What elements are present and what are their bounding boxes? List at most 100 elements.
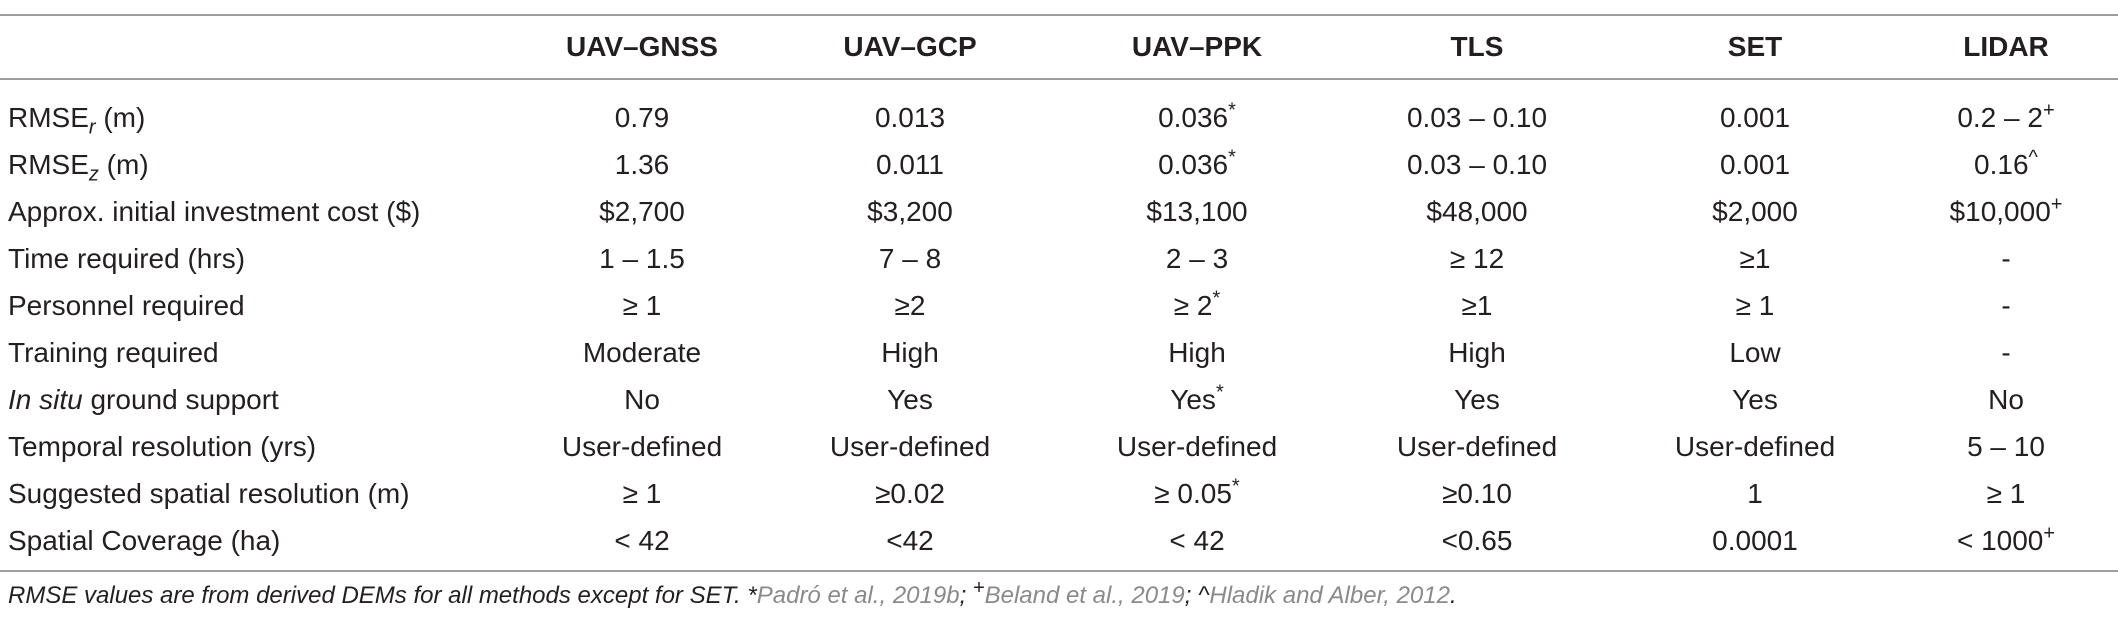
row-label-text: Personnel required	[8, 289, 245, 321]
cell-footnote-mark: +	[2043, 522, 2056, 545]
cell-value: High	[1448, 336, 1506, 368]
header-cell-uav-gcp: UAV–GCP	[764, 14, 1056, 80]
cell-value: ≥ 1	[622, 477, 662, 509]
table-cell: ≥1	[1338, 282, 1616, 329]
cell-value: 0.036	[1158, 101, 1229, 133]
cell-value: $2,700	[599, 195, 685, 227]
table-cell: ≥ 1	[520, 470, 764, 517]
table-cell: < 42	[1056, 517, 1338, 572]
row-label-suffix: ground support	[82, 383, 279, 415]
table-cell: User-defined	[764, 423, 1056, 470]
table-cell: 0.03 – 0.10	[1338, 141, 1616, 188]
table-cell: User-defined	[1616, 423, 1894, 470]
cell-value: 0.011	[876, 148, 944, 180]
footnote-end: .	[1449, 582, 1457, 609]
table-row: In situ ground support No Yes Yes* Yes Yes No	[0, 376, 2118, 423]
cell-value: User-defined	[561, 430, 723, 462]
table-row: Personnel required ≥ 1 ≥2 ≥ 2* ≥1 ≥ 1 -	[0, 282, 2118, 329]
header-row: UAV–GNSS UAV–GCP UAV–PPK TLS SET LIDAR	[0, 14, 2118, 80]
cell-value: Yes	[887, 383, 933, 415]
cell-value: ≥ 12	[1449, 242, 1505, 274]
table-cell: 0.011	[764, 141, 1056, 188]
cell-value: ≥0.10	[1442, 477, 1512, 509]
cell-value: No	[1988, 383, 2024, 415]
cell-footnote-mark: *	[1215, 381, 1224, 404]
cell-value: -	[2001, 289, 2011, 321]
table-cell: $10,000+	[1894, 188, 2118, 235]
cell-value: 0.16	[1974, 148, 2029, 180]
header-cell-uav-ppk: UAV–PPK	[1056, 14, 1338, 80]
cell-value: 0.013	[874, 101, 946, 133]
cell-value: High	[1168, 336, 1226, 368]
cell-value: 0.036	[1158, 148, 1229, 180]
cell-value: Yes	[1454, 383, 1500, 415]
cell-value: -	[2001, 242, 2011, 274]
table-cell: High	[1056, 329, 1338, 376]
row-label-text: RMSE	[8, 148, 89, 180]
table-row: RMSEz (m) 1.36 0.011 0.036* 0.03 – 0.10 0.001…	[0, 141, 2118, 188]
row-label: Time required (hrs)	[0, 235, 520, 282]
table-cell: ≥ 1	[520, 282, 764, 329]
cell-value: 1.36	[614, 148, 670, 180]
cell-value: 0.001	[1719, 101, 1791, 133]
cell-footnote-mark: +	[2042, 99, 2055, 122]
cell-value: ≥ 1	[622, 289, 662, 321]
cell-value: ≥1	[1461, 289, 1493, 321]
table-body: RMSEr (m) 0.79 0.013 0.036* 0.03 – 0.10 0.001…	[0, 79, 2118, 572]
header-cell-uav-gnss: UAV–GNSS	[520, 14, 764, 80]
cell-value: 0.79	[614, 101, 670, 133]
table-cell: ≥ 1	[1616, 282, 1894, 329]
cell-value: 0.001	[1719, 148, 1791, 180]
row-label-text: RMSE	[8, 101, 89, 133]
cell-value: $10,000	[1949, 195, 2051, 227]
row-label-text: Suggested spatial resolution (m)	[8, 477, 410, 509]
cell-value: No	[624, 383, 660, 415]
cell-value: 0.0001	[1712, 524, 1798, 556]
footnote-separator: ;	[959, 582, 973, 609]
cell-footnote-mark: *	[1228, 146, 1236, 169]
table-cell: ≥0.02	[764, 470, 1056, 517]
table-cell: 0.2 – 2+	[1894, 79, 2118, 141]
table-cell: <0.65	[1338, 517, 1616, 572]
cell-value: Yes	[1170, 383, 1216, 415]
cell-value: User-defined	[829, 430, 991, 462]
cell-value: ≥ 1	[1735, 289, 1775, 321]
cell-value: Yes	[1732, 383, 1778, 415]
table-row: RMSEr (m) 0.79 0.013 0.036* 0.03 – 0.10 0.001…	[0, 79, 2118, 141]
table-cell: Low	[1616, 329, 1894, 376]
table-cell: ≥1	[1616, 235, 1894, 282]
footnote-separator: ; ^	[1184, 582, 1210, 609]
table-cell: 7 – 8	[764, 235, 1056, 282]
cell-value: 5 – 10	[1967, 430, 2045, 462]
row-label: Temporal resolution (yrs)	[0, 423, 520, 470]
cell-footnote-mark: *	[1212, 287, 1221, 310]
table-cell: 1	[1616, 470, 1894, 517]
table-cell: 0.036*	[1056, 79, 1338, 141]
footnote-ref-hladik: Hladik and Alber, 2012	[1209, 582, 1450, 609]
table-cell: $13,100	[1056, 188, 1338, 235]
cell-footnote-mark: *	[1231, 475, 1240, 498]
cell-value: 2 – 3	[1165, 242, 1229, 274]
table-cell: ≥ 2*	[1056, 282, 1338, 329]
table-cell: 2 – 3	[1056, 235, 1338, 282]
row-label-subscript: r	[88, 116, 96, 139]
cell-value: Low	[1729, 336, 1781, 368]
row-label-text: Time required (hrs)	[8, 242, 246, 274]
cell-value: $3,200	[867, 195, 953, 227]
table-cell: 0.001	[1616, 79, 1894, 141]
cell-value: $2,000	[1712, 195, 1798, 227]
table-cell: 0.79	[520, 79, 764, 141]
cell-value: High	[881, 336, 939, 368]
table-cell: High	[764, 329, 1056, 376]
table-cell: 5 – 10	[1894, 423, 2118, 470]
comparison-table: UAV–GNSS UAV–GCP UAV–PPK TLS SET LIDAR R…	[0, 14, 2118, 572]
table-cell: Yes	[1616, 376, 1894, 423]
row-label: RMSEz (m)	[0, 141, 520, 188]
row-label: Spatial Coverage (ha)	[0, 517, 520, 572]
table-cell: 0.16^	[1894, 141, 2118, 188]
row-label-suffix: (m)	[98, 148, 149, 180]
cell-value: 1 – 1.5	[599, 242, 685, 274]
table-cell: 1.36	[520, 141, 764, 188]
table-cell: 0.036*	[1056, 141, 1338, 188]
cell-value: ≥ 1	[1986, 477, 2026, 509]
